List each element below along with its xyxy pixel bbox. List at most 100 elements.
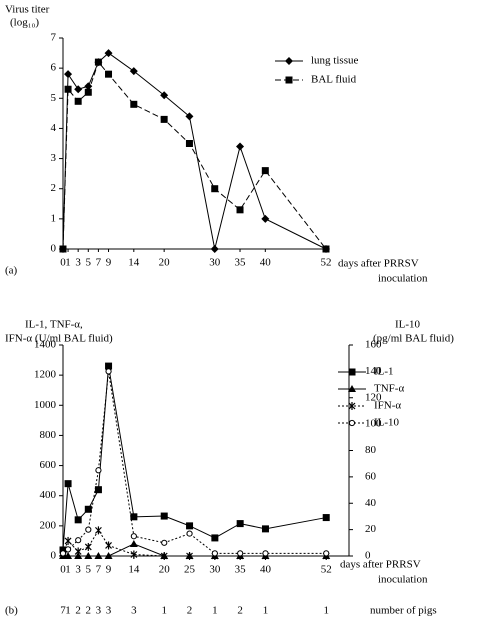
marker <box>75 537 82 544</box>
marker <box>236 206 244 214</box>
series-line <box>62 366 327 551</box>
y-tick-label: 600 <box>40 459 57 471</box>
marker <box>210 245 219 253</box>
marker <box>129 539 138 547</box>
marker <box>322 245 330 253</box>
y-tick-label: 4 <box>51 122 57 134</box>
panel-label: (a) <box>5 265 18 277</box>
panel-label: (b) <box>5 605 18 617</box>
x-tick-label: 1 <box>65 564 71 576</box>
x-tick-label: 5 <box>86 564 92 576</box>
marker <box>160 91 169 100</box>
x-tick-label: 1 <box>65 257 71 269</box>
legend-marker <box>285 57 293 65</box>
marker <box>160 552 168 560</box>
y-axis-label: Virus titer <box>5 4 50 16</box>
marker <box>64 536 72 545</box>
y-axis-label: (log₁₀) <box>10 17 39 29</box>
marker <box>185 112 194 121</box>
marker <box>211 534 219 542</box>
legend-label: lung tissue <box>311 55 358 67</box>
pig-count: 2 <box>75 605 81 617</box>
marker <box>84 82 93 91</box>
x-axis-label: inoculation <box>378 273 428 285</box>
x-tick-label: 7 <box>96 564 102 576</box>
marker <box>237 550 244 557</box>
legend-label: IL-10 <box>374 417 400 429</box>
y2-tick-label: 20 <box>365 523 377 535</box>
x-axis-label: days after PRRSV <box>340 559 421 571</box>
marker <box>85 526 92 533</box>
pig-count: 2 <box>86 605 92 617</box>
pig-count: 1 <box>65 605 71 617</box>
y2-tick-label: 0 <box>365 550 371 562</box>
legend-label: IL-1 <box>374 366 394 378</box>
y-tick-label: 3 <box>51 152 57 164</box>
x-tick-label: 35 <box>235 564 247 576</box>
legend-marker <box>348 385 356 392</box>
x-tick-label: 20 <box>159 257 171 269</box>
marker <box>130 100 138 108</box>
marker <box>94 486 102 494</box>
marker <box>104 49 113 58</box>
y-tick-label: 1200 <box>34 369 57 381</box>
y2-axis-label: IL-10 <box>395 319 421 331</box>
marker <box>261 167 269 175</box>
legend-marker <box>348 419 356 427</box>
marker <box>64 70 73 79</box>
marker <box>161 539 168 546</box>
marker <box>59 550 67 557</box>
y2-axis-label: (pg/ml BAL fluid) <box>373 333 454 345</box>
pig-count: 1 <box>263 605 269 617</box>
marker <box>236 520 244 528</box>
marker <box>261 525 269 533</box>
marker <box>95 526 102 535</box>
y2-tick-label: 100 <box>365 418 382 430</box>
marker <box>130 513 138 521</box>
marker <box>74 552 83 559</box>
legend-marker <box>348 402 356 410</box>
y-tick-label: 1400 <box>34 339 57 351</box>
x-tick-label: 30 <box>209 564 221 576</box>
marker <box>186 522 194 530</box>
marker <box>130 550 138 559</box>
pig-count: 3 <box>106 605 112 617</box>
marker <box>84 552 93 559</box>
x-tick-label: 9 <box>106 564 112 576</box>
marker <box>74 516 82 524</box>
pig-count: 2 <box>187 605 193 617</box>
y-tick-label: 1000 <box>34 399 57 411</box>
marker <box>130 533 137 540</box>
y-tick-label: 0 <box>51 243 57 255</box>
x-tick-label: 40 <box>260 564 272 576</box>
y2-tick-label: 40 <box>365 497 377 509</box>
y2-tick-label: 140 <box>365 365 382 377</box>
marker <box>323 550 330 557</box>
x-tick-label: 14 <box>128 257 140 269</box>
series-line <box>62 371 327 554</box>
marker <box>64 552 73 559</box>
marker <box>186 530 193 537</box>
marker <box>105 368 112 375</box>
y-tick-label: 1 <box>51 212 57 224</box>
y-tick-label: 800 <box>40 429 57 441</box>
x-tick-label: 14 <box>128 564 140 576</box>
x-tick-label: 25 <box>184 564 196 576</box>
y2-tick-label: 120 <box>365 391 382 403</box>
marker <box>74 85 83 94</box>
marker <box>160 512 168 520</box>
y-tick-label: 7 <box>51 32 57 44</box>
y-tick-label: 400 <box>40 489 57 501</box>
marker <box>84 505 92 513</box>
pig-count: 3 <box>96 605 102 617</box>
marker <box>105 541 112 550</box>
legend-marker <box>348 368 356 376</box>
y-axis-label: IL-1, TNF-α, <box>25 319 83 331</box>
x-tick-label: 9 <box>106 257 112 269</box>
x-tick-label: 40 <box>260 257 272 269</box>
x-tick-label: 35 <box>235 257 247 269</box>
y2-tick-label: 160 <box>365 339 382 351</box>
marker <box>64 480 72 488</box>
marker <box>211 550 218 557</box>
marker <box>74 97 82 105</box>
